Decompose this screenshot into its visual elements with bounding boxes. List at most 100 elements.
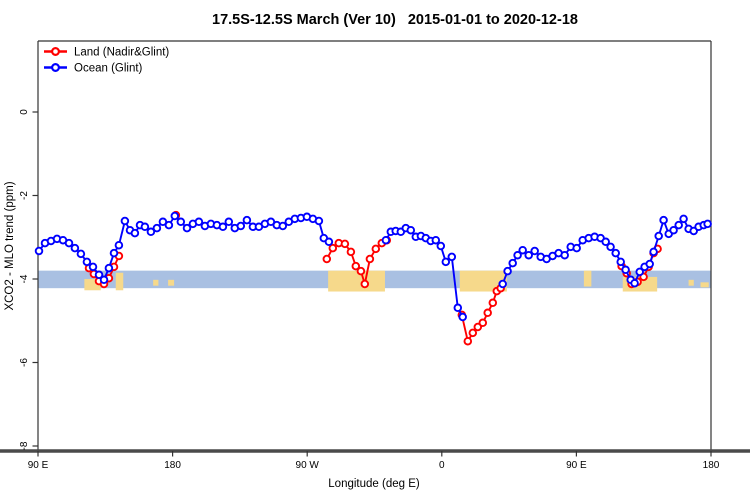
data-point [278,221,288,231]
data-point [498,279,507,289]
legend-marker-land-icon [50,46,60,56]
data-point [120,216,130,226]
y-tick-label: -4 [19,274,30,283]
data-point [365,254,375,264]
x-axis-label: Longitude (deg E) [328,478,420,490]
data-point [478,318,488,328]
data-point [503,266,512,276]
chart-title: 17.5S-12.5S March (Ver 10) 2015-01-01 to… [212,12,578,28]
data-point [356,266,366,276]
highlight-patches-layer [84,270,709,292]
data-point [130,228,140,238]
x-tick-label: 0 [439,460,445,471]
data-point [616,257,625,267]
legend-label-land: Land (Nadir&Glint) [74,47,169,59]
data-point [64,238,74,248]
data-point [340,239,350,249]
data-point [314,216,324,226]
data-point [630,278,639,288]
data-point [324,237,334,247]
data-point [560,250,569,260]
data-point [236,221,246,231]
highlight-patch [688,279,694,286]
data-point [406,225,416,235]
data-point [441,257,451,267]
data-point [674,220,683,230]
data-point [436,241,446,251]
y-tick-label: -8 [19,441,30,450]
data-point [518,245,527,255]
data-point [360,279,370,289]
data-point [82,257,92,267]
data-point [164,220,174,230]
legend: Land (Nadir&Glint) Ocean (Glint) [44,47,169,75]
data-point [458,312,467,322]
data-point [453,303,463,313]
data-point [109,248,119,258]
legend-label-ocean: Ocean (Glint) [74,63,143,75]
y-axis-label: XCO2 - MLO trend (ppm) [4,181,16,310]
data-point [703,219,712,229]
highlight-patch [153,279,159,286]
data-point [218,222,228,232]
series-ocean [34,211,712,322]
data-point [654,231,663,241]
y-tick-label: 0 [19,109,30,115]
data-point [601,237,610,247]
highlight-patch [84,279,101,291]
data-point [468,328,478,338]
data-point [371,244,381,254]
data-point [328,243,338,253]
y-tick-label: -6 [19,358,30,367]
data-point [224,217,234,227]
data-point [508,258,517,268]
data-point [146,227,156,237]
data-point [669,225,678,235]
data-point [182,223,192,233]
highlight-patch [583,270,592,287]
legend-item-ocean: Ocean (Glint) [44,63,143,75]
data-point [621,265,630,275]
data-point [140,222,150,232]
data-point [447,252,457,262]
data-point [483,308,492,318]
data-point [381,235,391,245]
data-point [114,240,124,250]
data-point [649,247,658,257]
data-point [104,263,114,273]
data-point [76,249,86,259]
data-point [351,261,361,271]
data-point [463,336,473,346]
highlight-patch [168,279,175,286]
data-point [170,211,180,221]
data-point [659,215,668,225]
legend-marker-ocean-icon [50,62,60,72]
data-point [322,254,332,264]
data-point [679,214,688,224]
data-point [152,223,162,233]
highlight-patch [459,270,507,292]
highlight-patch [700,282,709,288]
data-point [572,243,581,253]
data-point [524,250,533,260]
highlight-patch [115,272,124,291]
data-point [611,248,620,258]
legend-item-land: Land (Nadir&Glint) [44,47,169,59]
data-point [70,243,80,253]
data-point [34,246,44,256]
data-point [242,215,252,225]
data-point [99,275,109,285]
axes-layer: 90 E 180 90 W 0 90 E 180 0 -2 -4 -6 -8 [0,40,750,471]
data-series-layer [34,210,712,346]
data-point [645,259,654,269]
data-point [176,217,186,227]
y-tick-label: -2 [19,191,30,200]
x-tick-label: 90 E [28,460,49,471]
data-point [88,262,98,272]
data-point [158,217,168,227]
data-point [513,250,522,260]
data-point [194,217,204,227]
x-tick-label: 90 W [296,460,320,471]
